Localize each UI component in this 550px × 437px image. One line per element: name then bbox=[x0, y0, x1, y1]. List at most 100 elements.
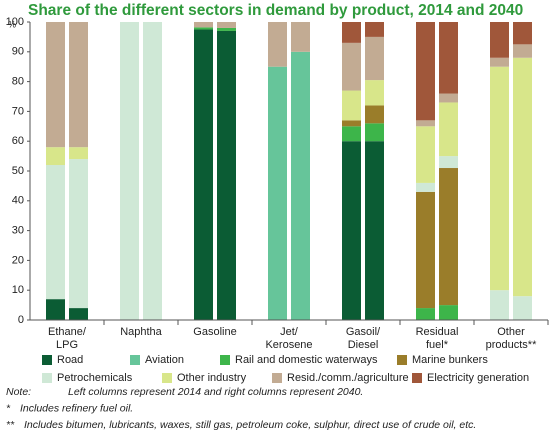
bar-segment bbox=[143, 22, 162, 320]
legend-label: Road bbox=[57, 354, 83, 366]
bar-segment bbox=[46, 22, 65, 148]
legend-label: Marine bunkers bbox=[412, 354, 488, 366]
bar-segment bbox=[365, 36, 384, 81]
bar-segment bbox=[342, 42, 361, 91]
bar-segment bbox=[365, 22, 384, 37]
y-tick-label: 10 bbox=[12, 284, 24, 296]
y-tick-label: 80 bbox=[12, 76, 24, 88]
bar-segment bbox=[365, 80, 384, 106]
bar-segment bbox=[416, 120, 435, 127]
x-tick-label: products** bbox=[486, 339, 537, 351]
y-tick-label: 50 bbox=[12, 165, 24, 177]
legend-swatch bbox=[42, 373, 52, 383]
bar-segment bbox=[69, 22, 88, 148]
legend-label: Electricity generation bbox=[427, 372, 529, 384]
bar-segment bbox=[490, 66, 509, 291]
bar-segment bbox=[439, 93, 458, 103]
bar-segment bbox=[490, 57, 509, 67]
bar-segment bbox=[513, 44, 532, 58]
x-tick-label: Other bbox=[497, 326, 525, 338]
legend-swatch bbox=[130, 355, 140, 365]
bar-segment bbox=[194, 27, 213, 30]
bar-segment bbox=[416, 308, 435, 320]
bar-segment bbox=[342, 141, 361, 320]
bar-segment bbox=[513, 57, 532, 297]
note-text: Left columns represent 2014 and right co… bbox=[68, 386, 363, 398]
bar-segment bbox=[120, 22, 139, 320]
x-tick-label: fuel* bbox=[426, 339, 449, 351]
x-tick-label: Jet/ bbox=[280, 326, 299, 338]
bar-segment bbox=[69, 147, 88, 160]
x-tick-label: Gasoline bbox=[193, 326, 236, 338]
note-marker: * bbox=[6, 402, 11, 414]
y-tick-label: 90 bbox=[12, 46, 24, 58]
bar-segment bbox=[416, 22, 435, 121]
bar-segment bbox=[439, 102, 458, 157]
bar-segment bbox=[513, 296, 532, 320]
note-marker: ** bbox=[6, 419, 15, 431]
bar-segment bbox=[439, 156, 458, 169]
legend-swatch bbox=[220, 355, 230, 365]
bar-segment bbox=[194, 29, 213, 320]
bar-segment bbox=[342, 90, 361, 121]
y-tick-label: 20 bbox=[12, 254, 24, 266]
bar-segment bbox=[342, 22, 361, 43]
legend-swatch bbox=[412, 373, 422, 383]
bar-segment bbox=[365, 123, 384, 142]
bar-segment bbox=[439, 305, 458, 320]
bar-segment bbox=[268, 66, 287, 320]
chart-title: Share of the different sectors in demand… bbox=[28, 2, 523, 19]
x-tick-label: Diesel bbox=[348, 339, 379, 351]
bar-segment bbox=[365, 141, 384, 320]
bar-segment bbox=[217, 27, 236, 31]
y-tick-label: 0 bbox=[18, 314, 24, 326]
legend-label: Other industry bbox=[177, 372, 247, 384]
bar-segment bbox=[46, 147, 65, 166]
y-tick-label: 60 bbox=[12, 135, 24, 147]
y-axis-label: % bbox=[8, 19, 16, 29]
bar-segment bbox=[69, 308, 88, 320]
bar-segment bbox=[416, 182, 435, 192]
bar-segment bbox=[365, 105, 384, 124]
legend-swatch bbox=[162, 373, 172, 383]
legend-label: Rail and domestic waterways bbox=[235, 354, 378, 366]
x-tick-label: LPG bbox=[56, 339, 78, 351]
bar-segment bbox=[490, 290, 509, 320]
note-text: Includes bitumen, lubricants, waxes, sti… bbox=[24, 419, 476, 431]
note-text: Includes refinery fuel oil. bbox=[20, 402, 133, 414]
bar-segment bbox=[69, 159, 88, 309]
bar-segment bbox=[342, 126, 361, 142]
y-tick-label: 100 bbox=[6, 16, 24, 28]
bar-segment bbox=[217, 30, 236, 320]
x-tick-label: Gasoil/ bbox=[346, 326, 381, 338]
bar-segment bbox=[268, 22, 287, 67]
legend-label: Aviation bbox=[145, 354, 184, 366]
bar-segment bbox=[416, 126, 435, 183]
y-tick-label: 40 bbox=[12, 195, 24, 207]
legend-swatch bbox=[272, 373, 282, 383]
legend-swatch bbox=[42, 355, 52, 365]
bar-segment bbox=[46, 299, 65, 320]
bar-segment bbox=[490, 22, 509, 58]
bar-segment bbox=[439, 168, 458, 306]
bar-segment bbox=[291, 51, 310, 321]
bar-segment bbox=[291, 22, 310, 52]
bar-segment bbox=[194, 22, 213, 28]
legend-label: Petrochemicals bbox=[57, 372, 133, 384]
bar-segment bbox=[342, 120, 361, 127]
y-tick-label: 30 bbox=[12, 225, 24, 237]
bar-segment bbox=[439, 22, 458, 94]
bar-segment bbox=[416, 191, 435, 309]
x-tick-label: Ethane/ bbox=[48, 326, 87, 338]
legend-swatch bbox=[397, 355, 407, 365]
y-tick-label: 70 bbox=[12, 105, 24, 117]
bar-segment bbox=[46, 165, 65, 300]
note-marker: Note: bbox=[6, 386, 31, 398]
bar-segment bbox=[513, 22, 532, 45]
bar-segment bbox=[217, 22, 236, 28]
x-tick-label: Naphtha bbox=[120, 326, 162, 338]
x-tick-label: Residual bbox=[416, 326, 459, 338]
legend-label: Resid./comm./agriculture bbox=[287, 372, 409, 384]
x-tick-label: Kerosene bbox=[265, 339, 312, 351]
